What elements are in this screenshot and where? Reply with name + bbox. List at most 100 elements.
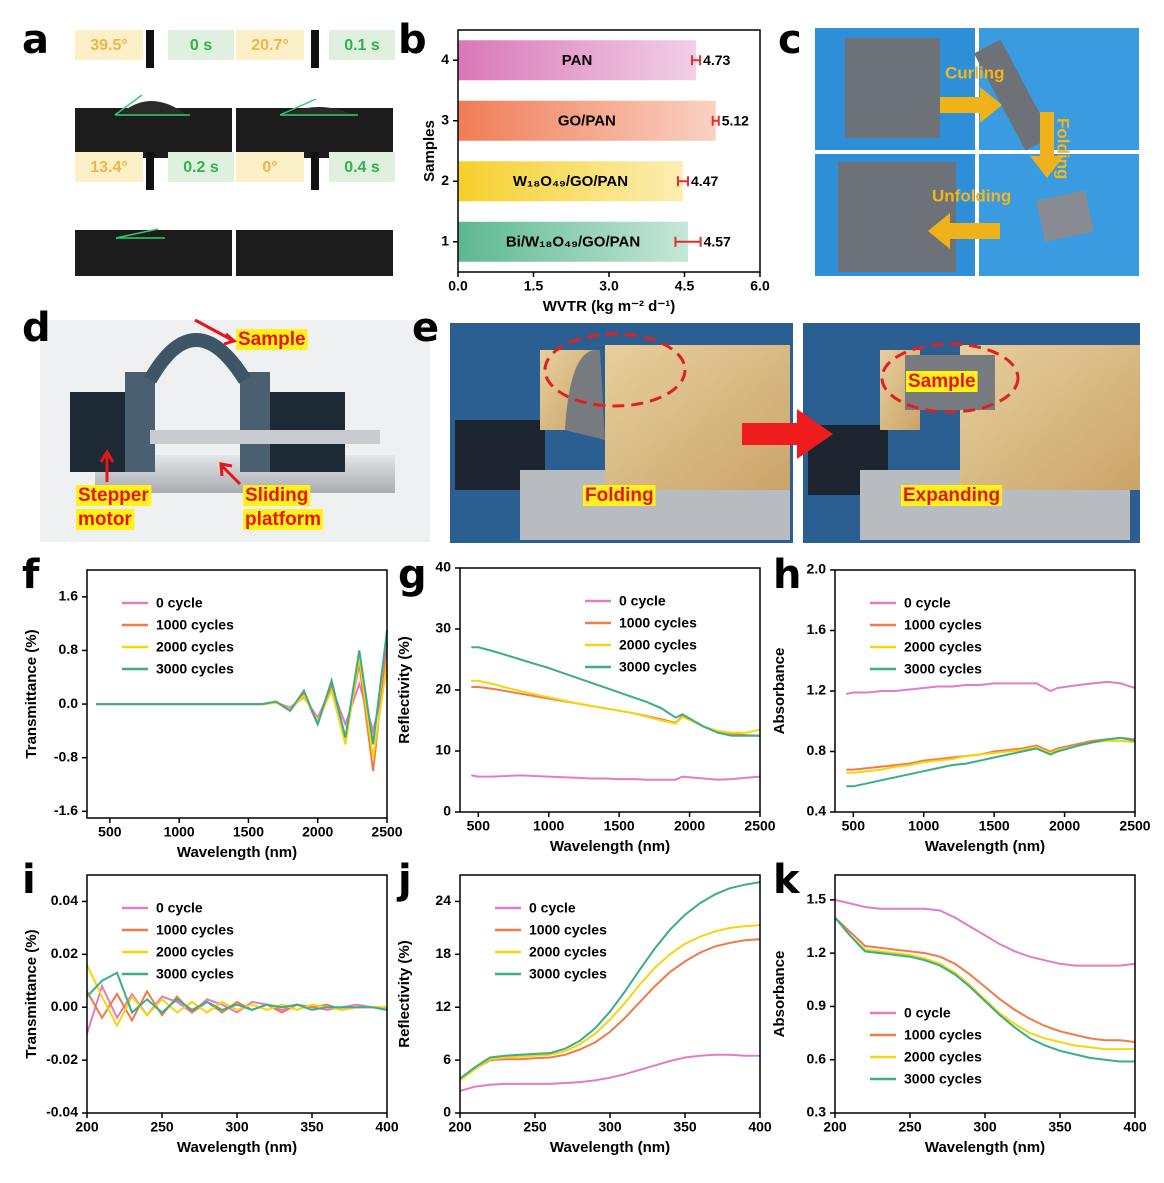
legend-label: 3000 cycles [529,966,607,982]
series-line [471,646,760,737]
y-tick-label: 18 [435,945,451,961]
callout-label: Folding [585,485,654,506]
y-tick-label: 24 [435,892,451,908]
series-line [834,916,1135,1051]
panel-letter: j [396,857,412,903]
x-tick-label: 200 [823,1119,847,1135]
legend-label: 1000 cycles [619,615,697,631]
y-tick-label: 0.0 [59,695,79,711]
callout-label: Sample [238,329,306,350]
angle-tag-box [75,30,143,60]
legend-label: 1000 cycles [529,922,607,938]
legend-label: 3000 cycles [156,661,234,677]
y-tick-label: -0.02 [46,1051,78,1067]
plot-frame [86,569,388,819]
angle-label: 13.4° [90,159,128,176]
callout-label: Sliding [245,485,308,506]
legend-label: 3000 cycles [619,659,697,675]
legend-label: 3000 cycles [904,661,982,677]
time-label: 0.4 s [344,159,380,176]
x-tick-label: 250 [150,1119,174,1135]
x-axis-title: WVTR (kg m⁻² d⁻¹) [543,298,675,315]
y-axis-title: Reflectivity (%) [396,940,413,1048]
value-label: 4.57 [704,233,731,249]
angle-label: 20.7° [251,37,289,54]
x-tick-label: 400 [1123,1119,1147,1135]
angle-tag-box [75,152,143,182]
x-tick-label: 500 [467,818,491,834]
pointer-arrow [219,462,242,486]
y-tick-label: 0.00 [51,998,78,1014]
x-axis-title: Wavelength (nm) [550,838,670,855]
y-tick-label: 0.8 [807,742,827,758]
callout-box [243,485,311,507]
callout-label: platform [245,509,321,530]
error-bar [711,115,720,126]
legend-label: 3000 cycles [904,1071,982,1087]
x-tick-label: 6.0 [750,278,770,294]
y-tick-label: 1.6 [59,588,79,604]
y-axis-title: Absorbance [771,648,788,735]
x-tick-label: 3.0 [599,278,619,294]
time-label: 0.2 s [183,159,219,176]
series-line [86,971,388,1015]
x-axis-title: Wavelength (nm) [925,1139,1045,1156]
callout-label: Expanding [903,485,1000,506]
series-line [459,938,761,1081]
panel-letter: a [22,17,49,63]
legend-label: 0 cycle [156,900,203,916]
y-tick-label: 0 [443,1104,451,1120]
panel-letter: c [778,17,802,63]
y-axis-title: Samples [421,120,438,182]
bar-label: PAN [562,52,593,69]
x-tick-label: 2500 [371,824,402,840]
y-tick-label: 12 [435,998,451,1014]
bar-label: Bi/W₁₈O₄₉/GO/PAN [506,234,640,251]
x-axis-title: Wavelength (nm) [177,1139,297,1156]
x-tick-label: 2000 [1049,818,1080,834]
callout-label: Sample [908,371,976,392]
y-tick-label: 0.02 [51,945,78,961]
angle-tag-box [168,152,234,182]
x-tick-label: 2000 [302,824,333,840]
legend-label: 1000 cycles [156,617,234,633]
callout-box [243,509,323,531]
panel-letter: e [412,305,439,351]
folding-device-photos [450,323,1140,543]
panel-letter: b [398,17,427,63]
series-line [459,881,761,1080]
y-tick-label: -0.04 [46,1104,78,1120]
x-tick-label: 300 [598,1119,622,1135]
callout-box [583,485,656,507]
legend-label: 3000 cycles [156,966,234,982]
flexibility-photos [815,28,1139,276]
bar [458,40,697,81]
plot-frame [459,874,761,1114]
callout-box [76,485,152,507]
series-line [471,686,761,737]
callout-box [236,329,308,351]
panel-letter: k [773,857,801,903]
x-tick-label: 200 [448,1119,472,1135]
y-tick-label: 30 [435,620,451,636]
bar [458,100,716,141]
callout-label: motor [78,509,132,530]
panel-letter: i [22,857,36,903]
series-line [834,916,1136,1043]
plot-frame [459,567,761,813]
x-axis-title: Wavelength (nm) [177,844,297,861]
y-tick-label: 1.2 [807,944,827,960]
y-axis-title: Transmittance (%) [23,629,40,758]
series-line [96,656,388,758]
legend-label: 2000 cycles [904,1049,982,1065]
x-tick-label: 500 [842,818,866,834]
legend-label: 1000 cycles [904,617,982,633]
y-tick-label: 0.04 [51,892,78,908]
plot-frame [834,569,1136,813]
y-tick-label: 1.6 [807,621,827,637]
legend-label: 2000 cycles [529,944,607,960]
x-tick-label: 1500 [233,824,264,840]
x-tick-label: 2000 [674,818,705,834]
x-tick-label: 4.5 [675,278,695,294]
x-tick-label: 1000 [908,818,939,834]
